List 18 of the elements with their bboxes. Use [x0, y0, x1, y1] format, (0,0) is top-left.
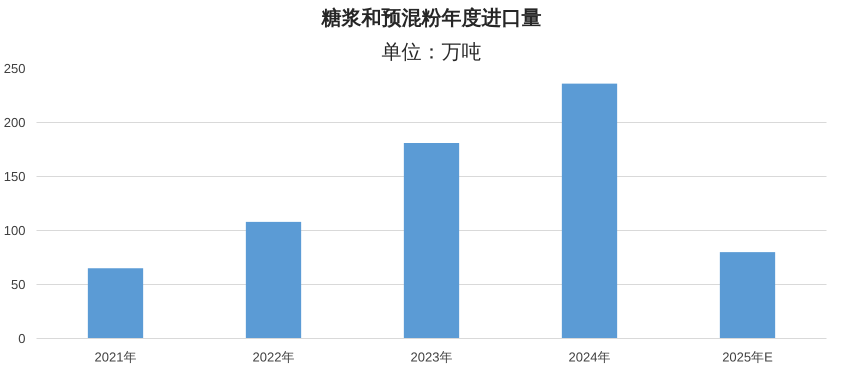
y-tick-label: 0 — [18, 331, 26, 346]
x-tick-label: 2021年 — [94, 350, 136, 364]
y-tick-label: 50 — [11, 277, 26, 292]
bar — [720, 252, 776, 338]
y-tick-label: 250 — [4, 61, 26, 76]
bar — [562, 84, 618, 338]
chart-title: 糖浆和预混粉年度进口量 — [320, 6, 542, 30]
bar — [404, 143, 460, 338]
x-tick-label: 2023年 — [410, 350, 452, 364]
x-tick-label: 2025年E — [722, 350, 774, 364]
y-tick-label: 100 — [4, 223, 26, 238]
bar — [246, 222, 302, 338]
x-tick-label: 2022年 — [252, 350, 294, 364]
chart-subtitle: 单位：万吨 — [382, 42, 482, 64]
y-tick-label: 200 — [4, 115, 26, 130]
bar — [88, 268, 144, 338]
x-tick-label: 2024年 — [568, 350, 610, 364]
y-tick-label: 150 — [4, 169, 26, 184]
